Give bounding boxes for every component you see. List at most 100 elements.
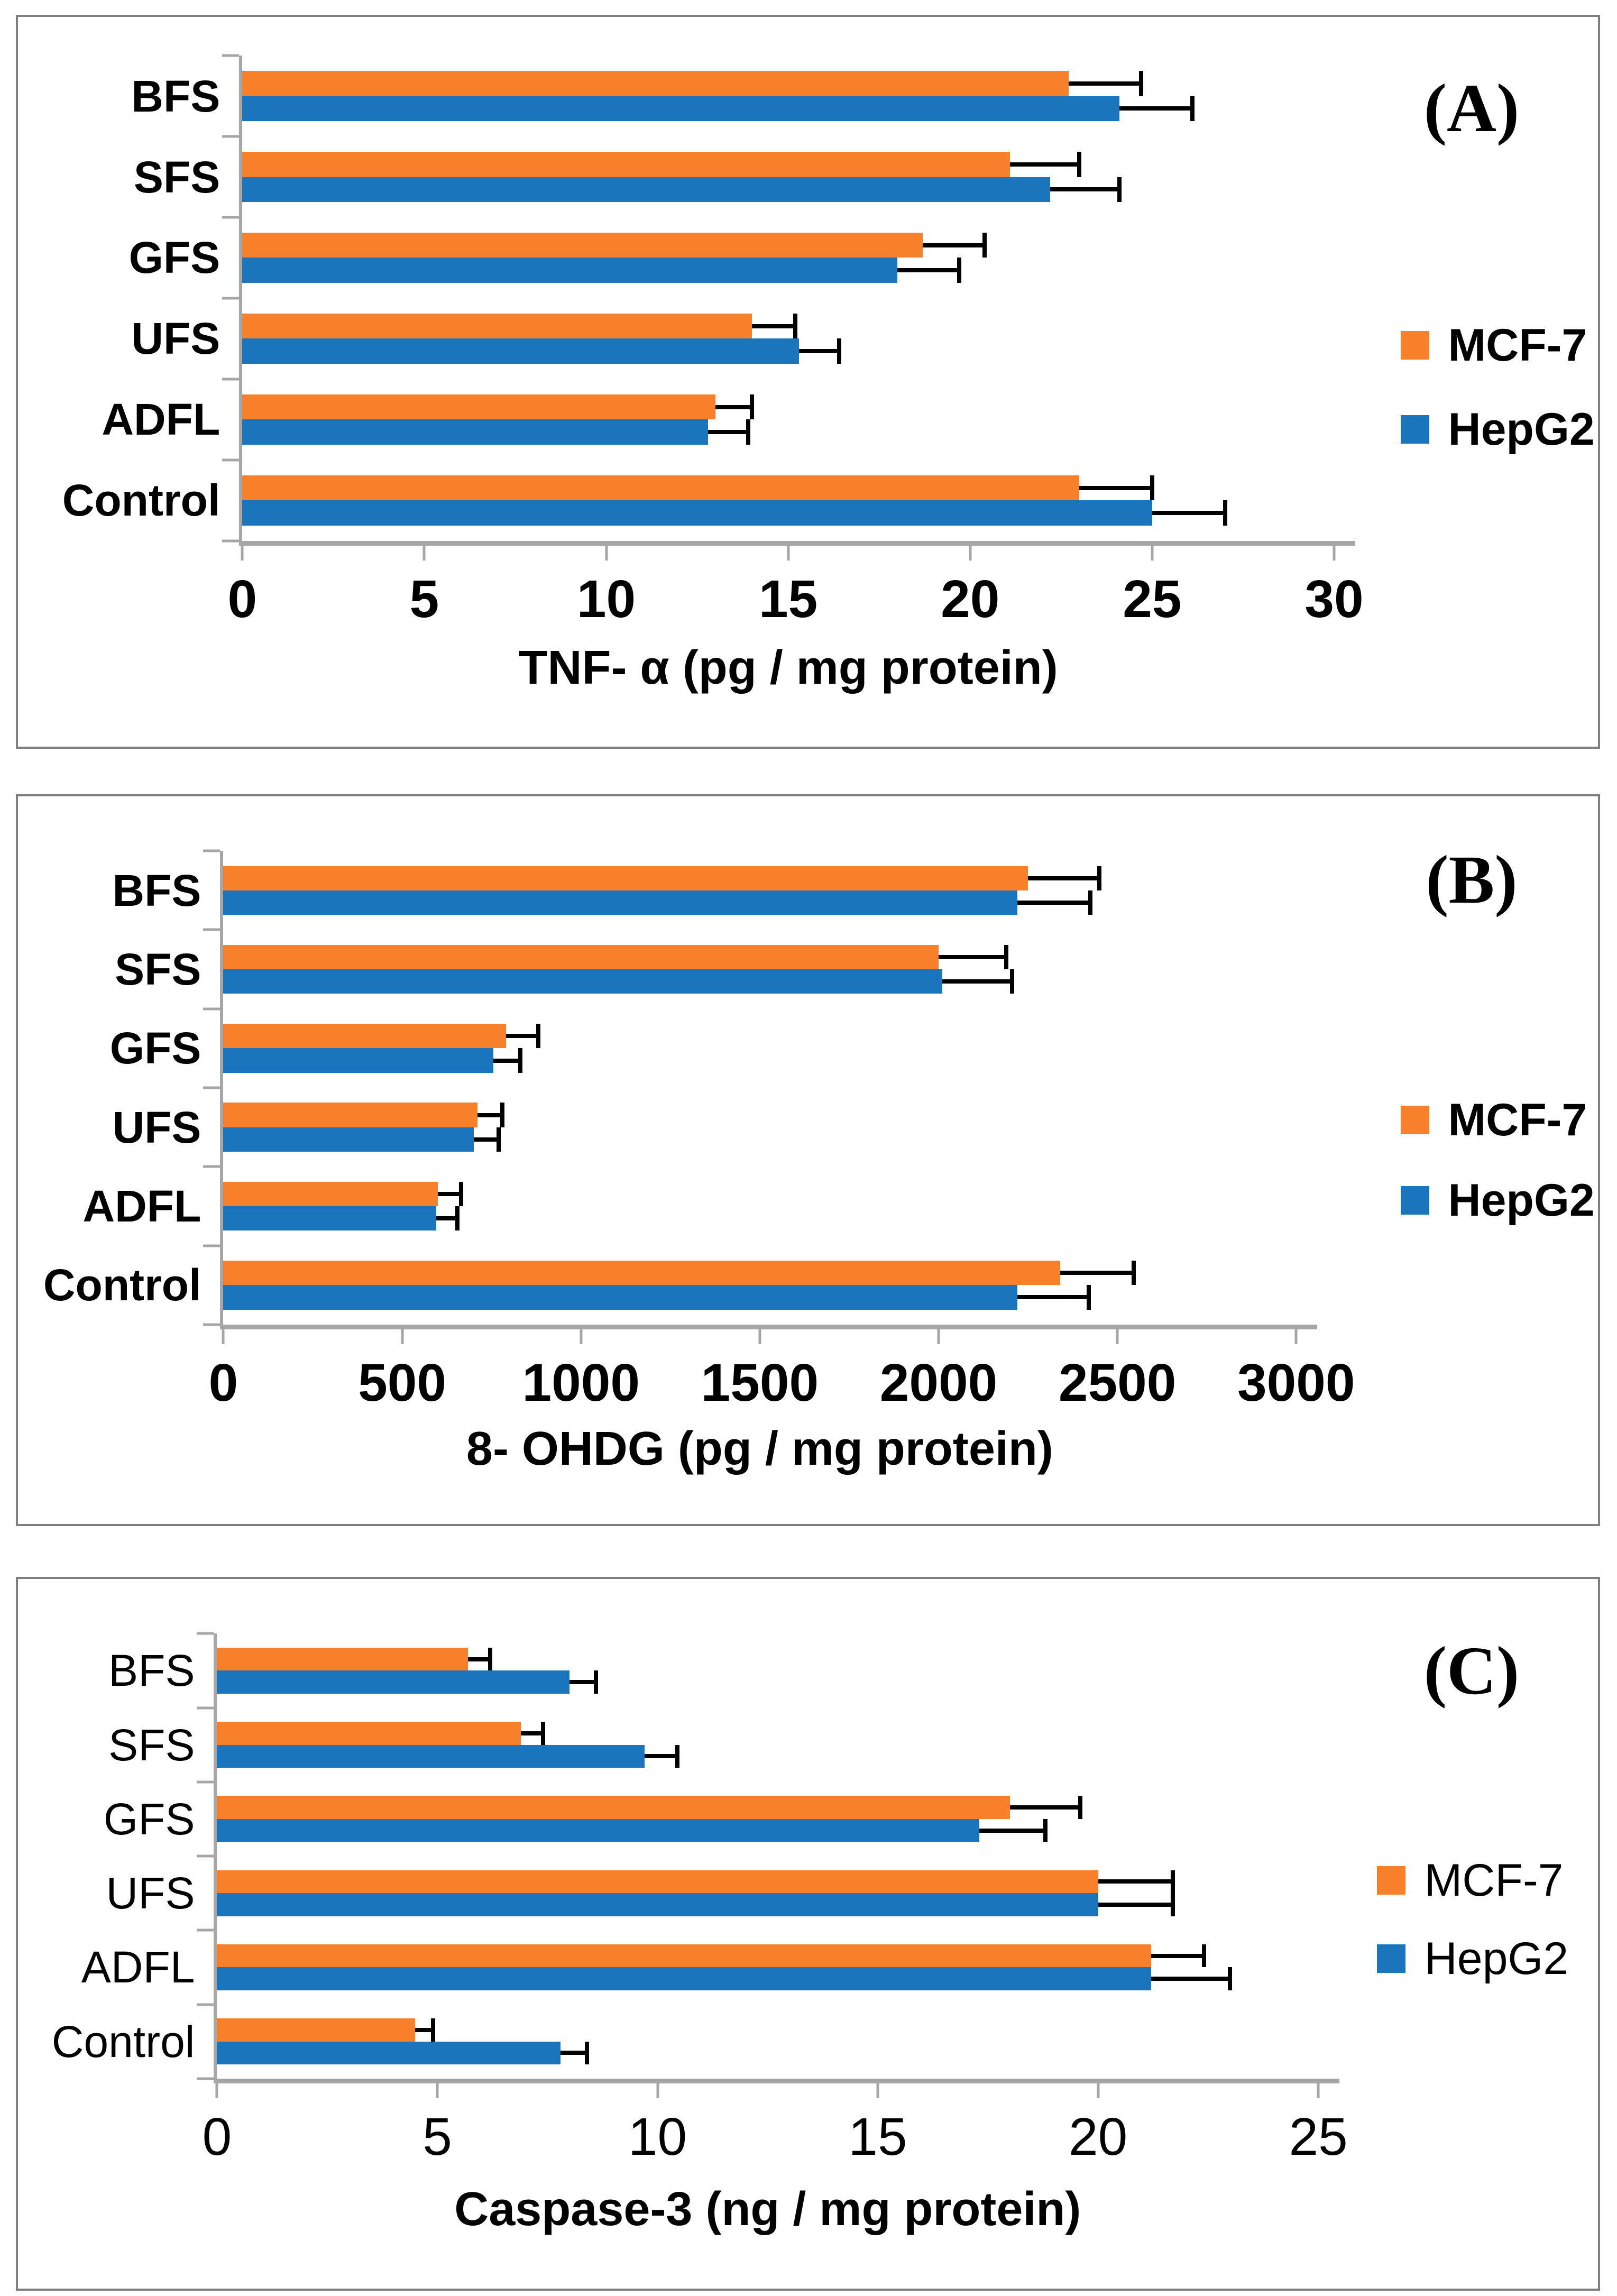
bar-mcf-7-sfs: [223, 944, 939, 970]
x-axis-tick: [1294, 1329, 1298, 1344]
error-bar-cap: [1171, 1870, 1175, 1894]
x-axis-tick-label: 3000: [1237, 1353, 1355, 1412]
error-bar-cap: [1004, 944, 1009, 970]
legend-swatch-mcf7: [1376, 1866, 1405, 1895]
error-bar-cap: [1043, 1819, 1048, 1842]
y-axis-tick: [222, 539, 240, 543]
x-axis-tick: [401, 1329, 404, 1344]
error-bar: [468, 1657, 490, 1661]
category-label-gfs: GFS: [103, 1794, 195, 1844]
x-axis-tick-label: 1500: [701, 1353, 819, 1412]
error-bar: [1009, 1805, 1081, 1810]
category-label-control: Control: [51, 2016, 195, 2067]
bar-mcf-7-control: [217, 2018, 416, 2042]
error-bar-cap: [982, 233, 987, 258]
bar-mcf-7-gfs: [223, 1024, 506, 1049]
y-axis-tick: [197, 2077, 214, 2080]
bar-mcf-7-bfs: [217, 1647, 468, 1671]
x-axis-title-b: 8- OHDG (pg / mg protein): [466, 1422, 1053, 1476]
bar-hepg2-sfs: [242, 177, 1051, 202]
error-bar: [1060, 1271, 1134, 1275]
error-bar-cap: [455, 1206, 460, 1231]
category-label-bfs: BFS: [108, 1646, 195, 1696]
y-axis-tick: [203, 1165, 221, 1168]
bar-hepg2-adfl: [217, 1967, 1151, 1990]
x-axis-tick-label: 1000: [522, 1353, 640, 1412]
y-axis-tick: [203, 1086, 221, 1089]
bar-hepg2-adfl: [223, 1206, 436, 1231]
x-axis-tick-label: 2000: [879, 1353, 998, 1412]
error-bar: [897, 268, 960, 273]
error-bar-cap: [1087, 1285, 1091, 1310]
x-axis-tick: [222, 1329, 225, 1344]
error-bar: [923, 243, 985, 247]
error-bar: [1079, 485, 1152, 490]
x-axis-tick-label: 20: [941, 569, 1000, 629]
y-axis-tick: [197, 1854, 214, 1858]
error-bar-cap: [675, 1744, 680, 1768]
x-axis-tick: [580, 1329, 583, 1344]
error-bar: [521, 1731, 543, 1735]
category-label-adfl: ADFL: [102, 394, 221, 445]
bar-mcf-7-adfl: [242, 394, 715, 420]
legend-swatch-hepg2: [1376, 1944, 1405, 1973]
x-axis-tick: [1333, 545, 1336, 561]
bar-hepg2-adfl: [242, 419, 709, 445]
category-label-adfl: ADFL: [81, 1942, 195, 1992]
bar-mcf-7-ufs: [242, 314, 752, 339]
error-bar-cap: [1201, 1944, 1206, 1968]
legend-label-mcf7: MCF-7: [1448, 1095, 1587, 1146]
x-axis-tick-label: 15: [759, 569, 818, 629]
x-axis-tick: [1151, 545, 1154, 561]
bar-mcf-7-gfs: [242, 233, 923, 258]
x-axis-tick: [605, 545, 608, 561]
x-axis-line: [214, 2078, 1340, 2083]
x-axis-title-a: TNF- α (pg / mg protein): [518, 641, 1058, 694]
error-bar-cap: [1009, 969, 1014, 994]
error-bar: [939, 954, 1007, 959]
error-bar-cap: [1223, 500, 1227, 526]
y-axis-tick: [197, 1632, 214, 1635]
bar-hepg2-sfs: [223, 969, 942, 994]
error-bar: [942, 979, 1012, 984]
legend-label-mcf7: MCF-7: [1424, 1855, 1564, 1906]
legend-label-hepg2: HepG2: [1448, 403, 1595, 455]
y-axis-line: [239, 56, 243, 543]
x-axis-tick-label: 20: [1068, 2107, 1128, 2166]
panel-b: (B) 0 500 1000 1500 2000 2500 3000 BFS SFS GFS UFS…: [16, 794, 1600, 1526]
error-bar: [506, 1034, 538, 1039]
error-bar: [1028, 876, 1100, 880]
bar-hepg2-bfs: [223, 890, 1017, 915]
error-bar-cap: [793, 314, 798, 339]
x-axis-tick: [758, 1329, 761, 1344]
bar-mcf-7-ufs: [223, 1103, 477, 1127]
error-bar-cap: [1088, 890, 1093, 915]
error-bar: [644, 1754, 677, 1759]
x-axis-tick-label: 2500: [1058, 1353, 1177, 1412]
error-bar-cap: [749, 394, 754, 420]
error-bar: [1152, 511, 1225, 516]
x-axis-tick: [436, 2083, 439, 2098]
y-axis-tick: [222, 297, 240, 300]
error-bar: [438, 1191, 462, 1196]
bar-mcf-7-sfs: [242, 152, 1010, 177]
x-axis-tick: [422, 545, 426, 561]
category-label-ufs: UFS: [131, 314, 221, 364]
error-bar: [415, 2027, 433, 2032]
bar-mcf-7-control: [242, 475, 1080, 501]
error-bar: [1098, 1879, 1173, 1884]
error-bar: [708, 430, 748, 435]
bar-mcf-7-control: [223, 1261, 1060, 1285]
error-bar: [1017, 900, 1091, 905]
legend-swatch-mcf7: [1400, 331, 1429, 360]
bar-mcf-7-ufs: [217, 1870, 1098, 1894]
panel-label-c: (C): [1423, 1633, 1520, 1710]
y-axis-tick: [222, 216, 240, 219]
bar-mcf-7-bfs: [242, 71, 1069, 96]
error-bar-cap: [1117, 177, 1122, 202]
bar-hepg2-gfs: [217, 1819, 979, 1842]
x-axis-tick-label: 0: [208, 1353, 238, 1412]
error-bar-cap: [1228, 1967, 1233, 1990]
category-label-sfs: SFS: [115, 944, 201, 995]
